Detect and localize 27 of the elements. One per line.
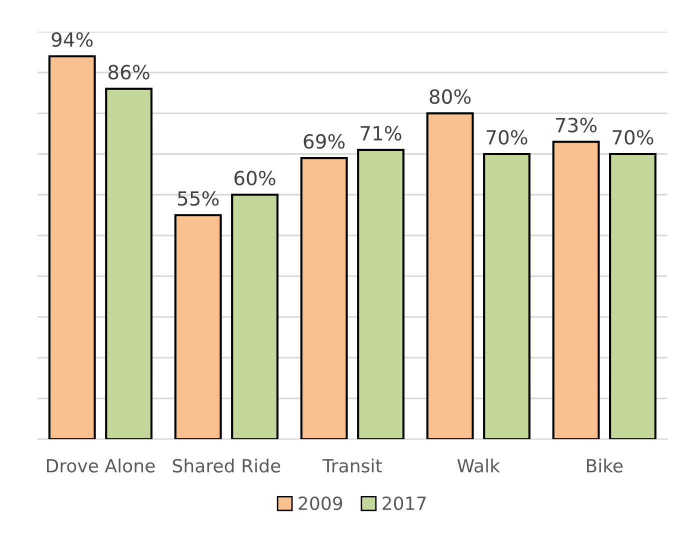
bar <box>231 194 278 440</box>
bar <box>357 148 404 440</box>
bar <box>48 55 96 440</box>
data-label: 70% <box>612 130 654 145</box>
data-label: 55% <box>178 191 219 206</box>
data-label: 94% <box>52 32 93 47</box>
data-label: 70% <box>486 130 528 145</box>
x-tick-label: Shared Ride <box>172 458 280 473</box>
x-tick-label: Bike <box>587 458 623 473</box>
data-label: 60% <box>234 170 276 186</box>
data-label: 71% <box>360 126 402 141</box>
legend-label: 2009 <box>298 496 342 510</box>
legend-label: 2017 <box>382 496 426 510</box>
bar <box>609 152 656 440</box>
data-label: 73% <box>556 118 597 132</box>
x-tick-label: Drove Alone <box>46 458 155 473</box>
bar <box>552 140 600 440</box>
x-tick-label: Walk <box>457 458 500 473</box>
bar <box>483 152 530 440</box>
data-label: 80% <box>430 89 471 104</box>
data-label: 69% <box>304 134 345 149</box>
bar <box>105 88 153 440</box>
x-tick-label: Transit <box>322 458 382 473</box>
bar <box>300 157 348 440</box>
data-label: 86% <box>108 64 150 80</box>
bar <box>426 112 474 440</box>
bar <box>174 214 222 440</box>
